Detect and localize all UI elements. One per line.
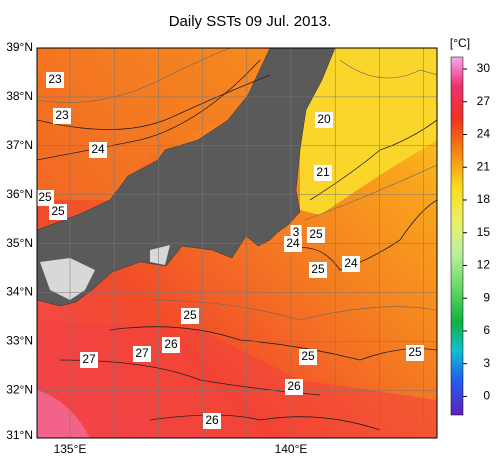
contour-label: 25 bbox=[311, 262, 325, 276]
colorbar-unit: [°C] bbox=[450, 36, 470, 50]
contour-label-bg bbox=[133, 346, 151, 362]
contour-label: 25 bbox=[183, 308, 197, 322]
contour-label-bg bbox=[309, 262, 327, 278]
colorbar-tick-label: 18 bbox=[477, 192, 491, 206]
lat-label: 39°N bbox=[6, 40, 33, 54]
lon-label: 135°E bbox=[54, 442, 87, 456]
colorbar-tick-label: 9 bbox=[483, 290, 490, 304]
contour-label: 3 bbox=[293, 225, 300, 239]
lat-label: 38°N bbox=[6, 89, 33, 103]
lat-label: 35°N bbox=[6, 236, 33, 250]
contour-label-bg bbox=[406, 345, 424, 361]
contour-label-bg bbox=[299, 349, 317, 365]
contour-label: 26 bbox=[205, 413, 219, 427]
contour-label: 26 bbox=[164, 337, 178, 351]
contour-label: 25 bbox=[38, 190, 52, 204]
contour-label: 24 bbox=[286, 236, 300, 250]
contour-label-bg bbox=[315, 112, 333, 128]
sea-zone bbox=[37, 390, 90, 438]
colorbar-tick-label: 3 bbox=[483, 356, 490, 370]
contour-label-bg bbox=[203, 413, 221, 429]
colorbar-tick-label: 6 bbox=[483, 323, 490, 337]
contour-label: 27 bbox=[135, 346, 149, 360]
colorbar-tick-label: 0 bbox=[483, 389, 490, 403]
contour-label-bg bbox=[49, 204, 67, 220]
land-gap bbox=[40, 258, 95, 300]
colorbar-tick-label: 27 bbox=[477, 94, 491, 108]
colorbar-tick-label: 12 bbox=[477, 258, 491, 272]
sea-zone bbox=[300, 48, 437, 215]
contour-label-bg bbox=[89, 142, 107, 158]
axes: 39°N 38°N 37°N 36°N 35°N 34°N 33°N 32°N 31°N 135°… bbox=[6, 40, 490, 456]
contour-label: 26 bbox=[287, 379, 301, 393]
lat-label: 33°N bbox=[6, 334, 33, 348]
contour-label-bg bbox=[53, 108, 71, 124]
contour-label: 25 bbox=[301, 349, 315, 363]
colorbar bbox=[450, 56, 464, 416]
contour-label-bg bbox=[46, 72, 64, 88]
contour-label-bg bbox=[284, 236, 302, 252]
contour-label: 20 bbox=[317, 112, 331, 126]
contour-label: 27 bbox=[82, 352, 96, 366]
contour-label: 21 bbox=[316, 165, 330, 179]
title: Daily SSTs 09 Jul. 2013. bbox=[169, 13, 332, 30]
contour-label-bg bbox=[314, 165, 332, 181]
contour-label-bg bbox=[290, 225, 302, 241]
lat-label: 31°N bbox=[6, 428, 33, 442]
map-frame bbox=[36, 47, 438, 439]
contour-label: 23 bbox=[48, 72, 62, 86]
contour-label-bg bbox=[307, 227, 325, 243]
contours bbox=[37, 59, 437, 431]
contour-label: 25 bbox=[408, 345, 422, 359]
contour-label-bg bbox=[37, 190, 54, 206]
lat-label: 32°N bbox=[6, 382, 33, 396]
contour-label-bg bbox=[342, 256, 360, 272]
colorbar-tick-label: 15 bbox=[477, 225, 491, 239]
contour-label: 24 bbox=[344, 256, 358, 270]
contour-label-bg bbox=[181, 308, 199, 324]
contour-label: 23 bbox=[55, 108, 69, 122]
lat-label: 36°N bbox=[6, 187, 33, 201]
contour-label: 25 bbox=[51, 204, 65, 218]
colorbar-tick-label: 30 bbox=[477, 61, 491, 75]
contour-label: 25 bbox=[309, 227, 323, 241]
lat-label: 34°N bbox=[6, 285, 33, 299]
contour-label-bg bbox=[80, 352, 98, 368]
contour-label-bg bbox=[162, 337, 180, 353]
land bbox=[37, 48, 336, 307]
contour-label: 24 bbox=[91, 142, 105, 156]
colorbar-tick-label: 21 bbox=[477, 159, 491, 173]
colorbar-tick-label: 24 bbox=[477, 127, 491, 141]
land-gap bbox=[150, 245, 170, 265]
lat-label: 37°N bbox=[6, 138, 33, 152]
lon-label: 140°E bbox=[275, 442, 308, 456]
contour-label-bg bbox=[285, 379, 303, 395]
